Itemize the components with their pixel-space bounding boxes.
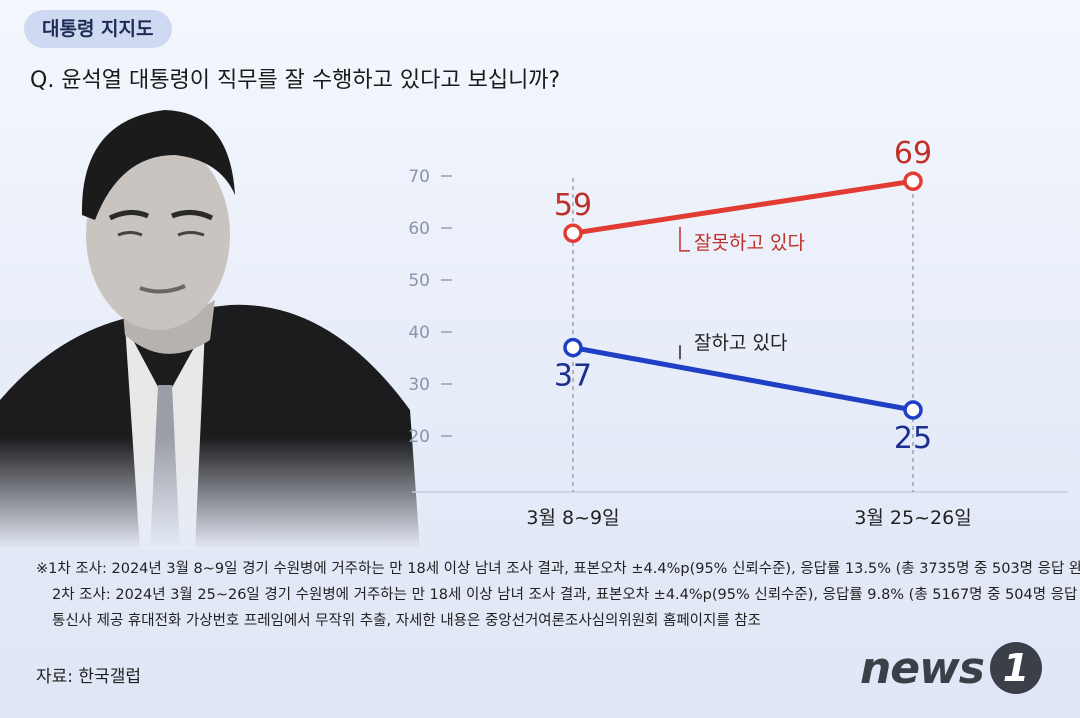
- president-photo: [0, 100, 420, 550]
- logo-badge: 1: [990, 642, 1042, 694]
- data-point: [903, 171, 923, 191]
- y-tick-label: 30: [408, 375, 430, 395]
- y-tick-label: 20: [408, 427, 430, 447]
- x-category-label: 3월 8~9일: [526, 507, 619, 529]
- data-label: 59: [554, 188, 592, 223]
- y-tick-label: 40: [408, 323, 430, 343]
- note-line-3: 통신사 제공 휴대전화 가상번호 프레임에서 무작위 추출, 자세한 내용은 중…: [52, 613, 761, 629]
- topic-tag: 대통령 지지도: [24, 10, 172, 48]
- survey-question: Q. 윤석열 대통령이 직무를 잘 수행하고 있다고 보십니까?: [30, 68, 561, 93]
- series-line: [572, 345, 914, 413]
- series-label-pointer: [679, 226, 690, 252]
- note-line-2: 2차 조사: 2024년 3월 25~26일 경기 수원병에 거주하는 만 18…: [52, 587, 1080, 603]
- data-label: 37: [554, 359, 592, 394]
- logo-text: news: [859, 642, 985, 694]
- x-category-label: 3월 25~26일: [854, 507, 971, 529]
- y-tick-label: 70: [408, 167, 430, 187]
- series-name-label: 잘하고 있다: [694, 332, 787, 354]
- series-name-label: 잘못하고 있다: [694, 232, 805, 254]
- note-line-1: ※1차 조사: 2024년 3월 8~9일 경기 수원병에 거주하는 만 18세…: [36, 561, 1080, 577]
- y-tick-label: 50: [408, 271, 430, 291]
- y-tick-label: 60: [408, 219, 430, 239]
- series-line: [572, 178, 914, 236]
- data-label: 69: [894, 136, 932, 171]
- data-label: 25: [894, 421, 932, 456]
- data-point: [563, 223, 583, 243]
- data-point: [903, 400, 923, 420]
- survey-notes: ※1차 조사: 2024년 3월 8~9일 경기 수원병에 거주하는 만 18세…: [36, 556, 1080, 634]
- news1-logo: news 1: [860, 640, 1042, 696]
- data-source: 자료: 한국갤럽: [36, 667, 141, 687]
- data-point: [563, 337, 583, 358]
